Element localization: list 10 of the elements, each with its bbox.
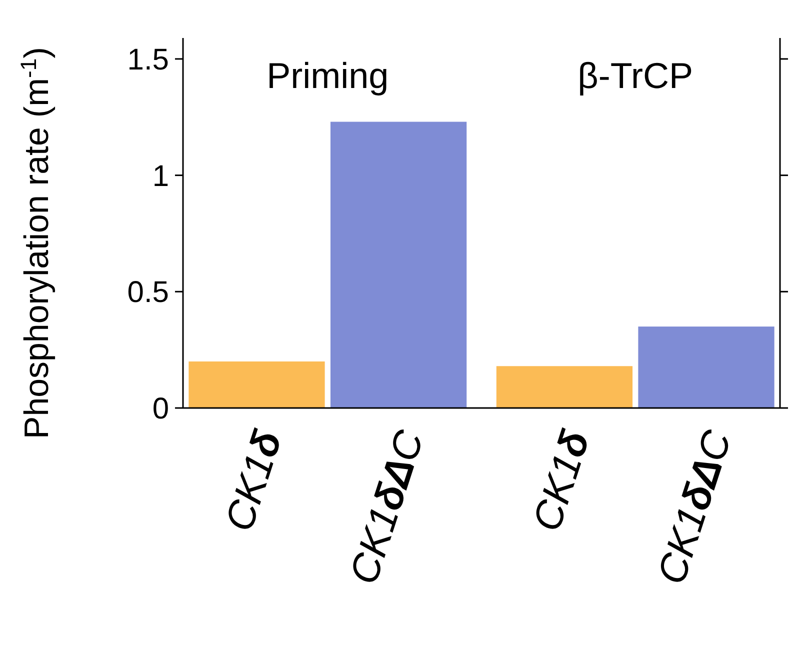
x-tick-label: CK1δ	[524, 424, 599, 536]
annotation: β-TrCP	[578, 55, 694, 96]
y-tick-label: 1	[152, 160, 169, 193]
x-tick-label: CK1δΔC	[342, 424, 433, 590]
y-tick-label: 0	[152, 392, 169, 426]
y-tick-label: 1.5	[127, 43, 169, 76]
annotation: Priming	[266, 55, 389, 96]
x-tick-label: CK1δΔC	[649, 424, 740, 590]
y-tick-label: 0.5	[127, 276, 169, 310]
x-tick-label: CK1δ	[217, 424, 291, 536]
